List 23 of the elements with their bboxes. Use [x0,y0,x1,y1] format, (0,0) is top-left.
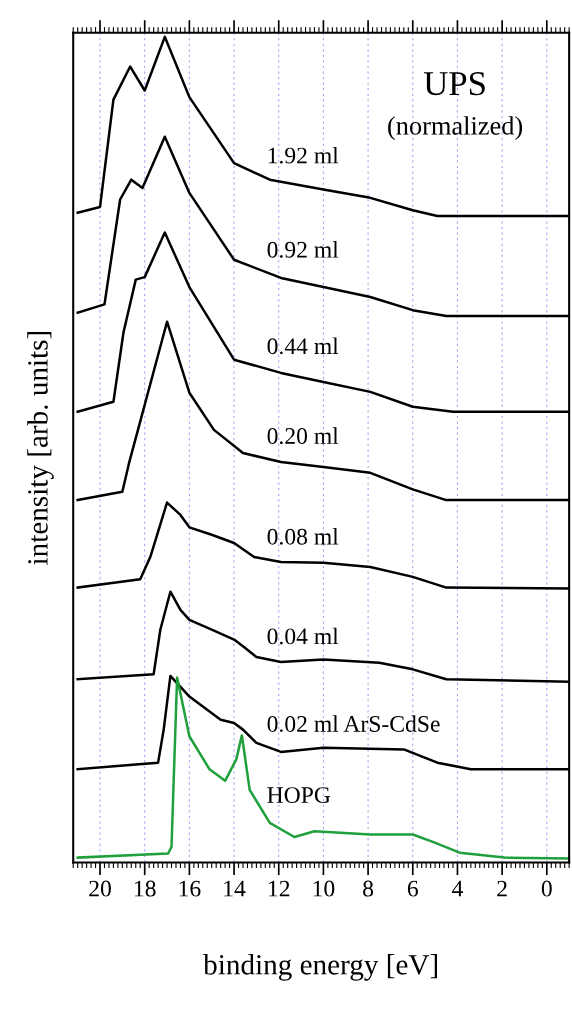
y-axis-title: intensity [arb. units] [27,331,54,565]
text: (normalized) [388,116,523,141]
x-tick-label: 2 [497,880,507,897]
series-label: 0.08 ml [267,528,339,545]
x-tick-label: 6 [407,880,418,897]
x-tick-label: 18 [134,880,156,897]
series-label: 0.20 ml [267,427,339,445]
series-label: 0.44 ml [267,337,339,355]
x-tick-label: 8 [363,880,374,897]
text: UPS [423,72,485,96]
series-label: HOPG [267,787,331,804]
series-label: 1.92 ml [268,146,339,164]
x-tick-label: 12 [269,880,290,897]
x-tick-label: 20 [89,880,111,897]
x-tick-label: 4 [452,880,463,897]
x-tick-label: 16 [179,880,201,897]
x-tick-label: 10 [313,880,335,897]
x-tick-label: 14 [224,880,246,897]
series-label: 0.02 ml ArS-CdSe [267,715,440,733]
x-tick-label: 0 [541,880,552,897]
series-label: 0.92 ml [267,241,339,258]
x-axis-title: binding energy [eV] [203,954,437,981]
series-label: 0.04 ml [267,627,339,645]
